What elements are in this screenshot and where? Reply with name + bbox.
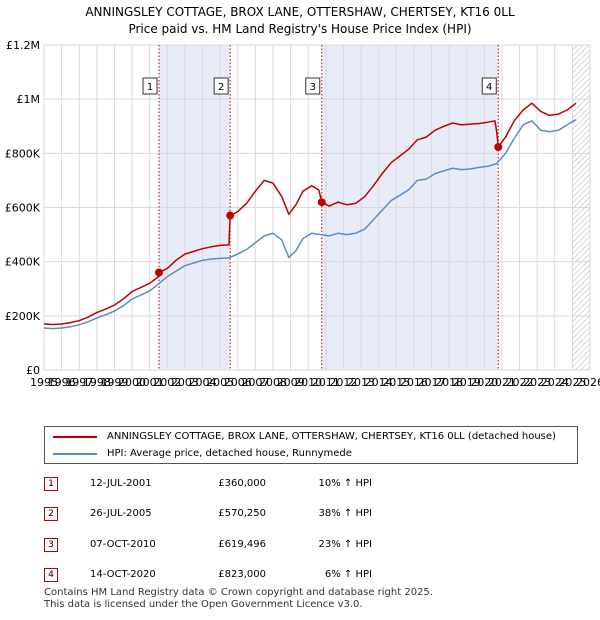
x-tick-label: 2026 xyxy=(576,376,600,389)
y-tick-label: £1.2M xyxy=(6,39,40,52)
x-tick-label: 2008 xyxy=(259,376,287,389)
x-tick-label: 2006 xyxy=(224,376,252,389)
sale-point xyxy=(155,268,164,277)
x-tick-label: 2019 xyxy=(453,376,481,389)
y-tick-label: £200K xyxy=(5,310,41,323)
x-tick-label: 2018 xyxy=(435,376,463,389)
x-tick-label: 2002 xyxy=(153,376,181,389)
x-tick-label: 2012 xyxy=(329,376,357,389)
x-tick-label: 2017 xyxy=(417,376,445,389)
footer-attribution: Contains HM Land Registry data © Crown c… xyxy=(44,587,433,611)
sale-date: 12-JUL-2001 xyxy=(90,478,152,489)
sale-label: 4 xyxy=(486,82,492,93)
x-tick-label: 2001 xyxy=(136,376,164,389)
series-line-property xyxy=(44,102,577,326)
x-tick-label: 2009 xyxy=(277,376,305,389)
y-tick-label: £600K xyxy=(5,202,41,215)
legend-swatch-hpi xyxy=(53,453,97,455)
sale-hpi-diff: 6% ↑ HPI xyxy=(324,569,372,580)
footer-copyright: Contains HM Land Registry data © Crown c… xyxy=(44,587,433,598)
legend-swatch-property xyxy=(53,436,97,438)
x-tick-label: 2023 xyxy=(523,376,551,389)
x-tick-label: 1995 xyxy=(30,376,58,389)
series-line-hpi xyxy=(44,118,577,330)
x-tick-label: 2000 xyxy=(118,376,146,389)
sale-marker-badge: 4 xyxy=(44,568,58,582)
sale-label-box xyxy=(481,77,497,95)
chart-legend: ANNINGSLEY COTTAGE, BROX LANE, OTTERSHAW… xyxy=(44,426,578,464)
sale-point xyxy=(226,211,235,220)
sale-date: 14-OCT-2020 xyxy=(90,569,156,580)
x-tick-label: 2005 xyxy=(206,376,234,389)
sale-point xyxy=(317,198,326,207)
x-tick-label: 1997 xyxy=(65,376,93,389)
x-tick-label: 2022 xyxy=(506,376,534,389)
sale-price: £823,000 xyxy=(218,569,266,580)
x-tick-label: 2025 xyxy=(558,376,586,389)
x-tick-label: 2024 xyxy=(541,376,569,389)
chart-title: ANNINGSLEY COTTAGE, BROX LANE, OTTERSHAW… xyxy=(85,5,515,19)
sale-date: 07-OCT-2010 xyxy=(90,539,156,550)
x-tick-label: 2013 xyxy=(347,376,375,389)
x-tick-label: 1996 xyxy=(48,376,76,389)
x-tick-label: 2020 xyxy=(470,376,498,389)
y-tick-label: £1M xyxy=(17,93,41,106)
sale-price: £619,496 xyxy=(218,539,266,550)
x-tick-label: 2016 xyxy=(400,376,428,389)
x-tick-label: 1999 xyxy=(100,376,128,389)
y-tick-label: £0 xyxy=(26,364,40,377)
x-tick-label: 2003 xyxy=(171,376,199,389)
x-tick-label: 2011 xyxy=(312,376,340,389)
sale-label: 3 xyxy=(310,82,316,93)
sale-date: 26-JUL-2005 xyxy=(90,508,152,519)
sale-marker-badge: 3 xyxy=(44,538,58,552)
x-tick-label: 2021 xyxy=(488,376,516,389)
sale-label-box xyxy=(213,77,229,95)
sale-marker-badge: 1 xyxy=(44,477,58,491)
sale-price: £570,250 xyxy=(218,508,266,519)
sale-marker-badge: 2 xyxy=(44,507,58,521)
sale-hpi-diff: 23% ↑ HPI xyxy=(318,539,372,550)
x-tick-label: 2004 xyxy=(189,376,217,389)
legend-label-hpi: HPI: Average price, detached house, Runn… xyxy=(107,448,352,459)
legend-label-property: ANNINGSLEY COTTAGE, BROX LANE, OTTERSHAW… xyxy=(107,431,556,442)
sale-point xyxy=(494,143,503,152)
sale-label: 1 xyxy=(147,82,153,93)
sale-label-box xyxy=(142,77,158,95)
sale-label-box xyxy=(305,77,321,95)
price-chart: 1 2 3 4£0£200K£400K£600K£800K£1M£1.2M199519… xyxy=(5,39,600,389)
chart-subtitle: Price paid vs. HM Land Registry's House … xyxy=(128,22,472,36)
sale-hpi-diff: 38% ↑ HPI xyxy=(318,508,372,519)
x-tick-label: 2015 xyxy=(382,376,410,389)
y-tick-label: £800K xyxy=(5,147,41,160)
x-tick-label: 2010 xyxy=(294,376,322,389)
sale-hpi-diff: 10% ↑ HPI xyxy=(318,478,372,489)
x-tick-label: 2007 xyxy=(241,376,269,389)
sale-price: £360,000 xyxy=(218,478,266,489)
x-tick-label: 1998 xyxy=(83,376,111,389)
x-tick-label: 2014 xyxy=(365,376,393,389)
footer-licence: This data is licensed under the Open Gov… xyxy=(44,599,363,610)
y-tick-label: £400K xyxy=(5,256,41,269)
sale-label: 2 xyxy=(218,82,224,93)
